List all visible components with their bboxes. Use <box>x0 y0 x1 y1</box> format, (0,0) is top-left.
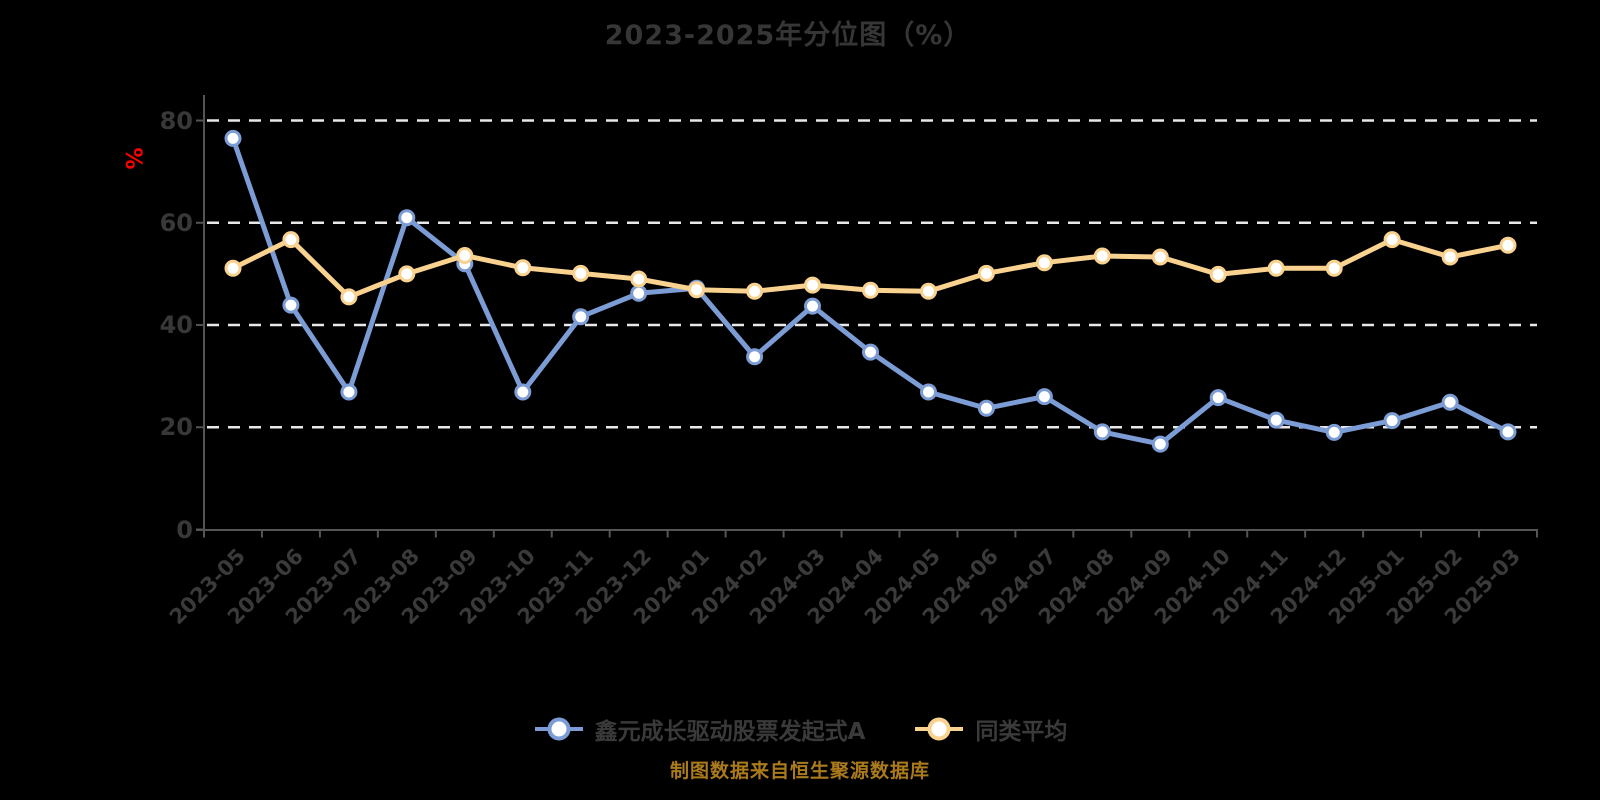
data-point[interactable] <box>1499 423 1517 441</box>
data-point[interactable] <box>1441 393 1459 411</box>
data-point[interactable] <box>340 288 358 306</box>
data-point[interactable] <box>1325 423 1343 441</box>
data-point[interactable] <box>514 259 532 277</box>
chart-plot[interactable] <box>0 0 1600 650</box>
data-point[interactable] <box>1383 412 1401 430</box>
data-point[interactable] <box>398 209 416 227</box>
data-point[interactable] <box>1209 265 1227 283</box>
data-point[interactable] <box>1151 435 1169 453</box>
data-point[interactable] <box>456 247 474 264</box>
data-point[interactable] <box>630 284 648 302</box>
legend-line-marker-icon <box>915 717 964 741</box>
legend-line-marker-icon <box>534 717 583 741</box>
legend-label-fund: 鑫元成长驱动股票发起式A <box>594 719 866 745</box>
data-point[interactable] <box>1267 259 1285 277</box>
data-point[interactable] <box>572 264 590 282</box>
data-point[interactable] <box>804 297 821 315</box>
data-point[interactable] <box>1325 259 1343 277</box>
data-point[interactable] <box>862 281 879 299</box>
data-point[interactable] <box>746 282 764 300</box>
data-point[interactable] <box>1093 247 1111 265</box>
data-point[interactable] <box>224 129 242 147</box>
data-point[interactable] <box>1151 248 1169 266</box>
data-point[interactable] <box>977 264 995 282</box>
y-tick-label: 40 <box>159 311 193 340</box>
legend-label-avg: 同类平均 <box>975 719 1068 745</box>
data-point[interactable] <box>746 348 764 366</box>
y-tick-label: 20 <box>159 413 193 442</box>
data-point[interactable] <box>1383 231 1401 249</box>
data-point[interactable] <box>920 383 937 401</box>
data-point[interactable] <box>1209 389 1227 407</box>
y-tick-label: 60 <box>159 208 193 237</box>
data-point[interactable] <box>1035 254 1053 272</box>
chart-legend: 鑫元成长驱动股票发起式A 同类平均 <box>0 712 1600 746</box>
data-point[interactable] <box>1499 236 1517 254</box>
data-point[interactable] <box>1441 248 1459 266</box>
data-point[interactable] <box>340 383 358 401</box>
data-point[interactable] <box>1267 411 1285 429</box>
data-point[interactable] <box>920 282 937 300</box>
data-point[interactable] <box>398 265 416 283</box>
legend-item-avg[interactable]: 同类平均 <box>913 712 1067 746</box>
data-point[interactable] <box>977 399 995 417</box>
data-point[interactable] <box>630 270 648 288</box>
y-tick-label: 0 <box>176 515 193 544</box>
data-point[interactable] <box>1093 423 1111 441</box>
data-point[interactable] <box>688 281 706 299</box>
data-point[interactable] <box>282 231 300 249</box>
data-point[interactable] <box>862 343 879 361</box>
data-point[interactable] <box>224 259 242 277</box>
data-point[interactable] <box>804 276 821 294</box>
data-point[interactable] <box>514 383 532 401</box>
data-point[interactable] <box>1035 388 1053 406</box>
chart-title: 2023-2025年分位图（%） <box>604 20 972 51</box>
data-point[interactable] <box>282 296 300 314</box>
legend-item-fund[interactable]: 鑫元成长驱动股票发起式A <box>533 712 866 746</box>
data-source-note: 制图数据来自恒生聚源数据库 <box>669 760 930 782</box>
y-tick-label: 80 <box>159 106 193 135</box>
data-point[interactable] <box>572 308 590 326</box>
